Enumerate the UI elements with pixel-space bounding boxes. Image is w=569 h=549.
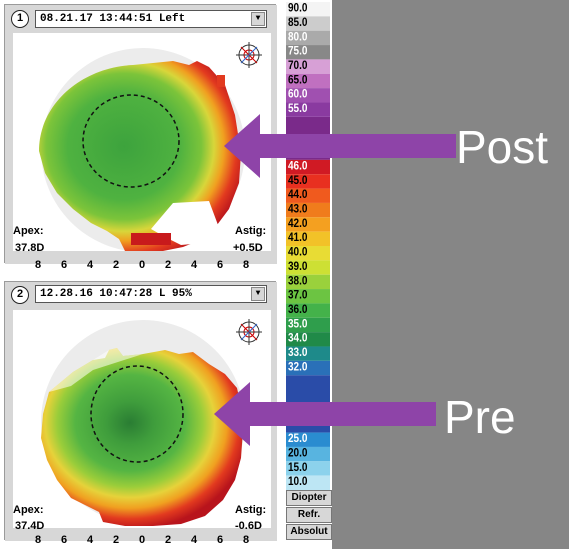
axis-tick: 8	[34, 259, 42, 271]
pupil-circle	[82, 94, 180, 188]
scale-value: 75.0	[286, 45, 330, 60]
axis-tick: 2	[112, 534, 120, 546]
post-arrow	[224, 114, 456, 178]
corneal-map-2	[41, 319, 262, 526]
scale-value: 35.0	[286, 317, 330, 333]
axis-tick: 6	[60, 259, 68, 271]
axis-tick: 0	[138, 259, 146, 271]
scale-value: 34.0	[286, 332, 330, 347]
axis-tick: 2	[112, 259, 120, 271]
topography-panel-1: 1 08.21.17 13:44:51 Left ▼	[4, 4, 277, 264]
scale-value: 33.0	[286, 346, 330, 361]
astig-value: -0.6D	[235, 520, 262, 532]
scale-value: 43.0	[286, 202, 330, 218]
axis-tick: 4	[190, 259, 198, 271]
data-gap	[49, 348, 143, 392]
scale-value: 37.0	[286, 289, 330, 304]
post-callout: Post	[456, 121, 549, 173]
pre-callout: Pre	[444, 391, 516, 443]
edge-segment	[217, 75, 225, 87]
scale-value: 15.0	[286, 461, 330, 476]
exam-selector[interactable]: 12.28.16 10:47:28 L 95% ▼	[35, 285, 267, 303]
panel-number-badge: 1	[11, 10, 29, 28]
scale-value: 65.0	[286, 73, 330, 89]
scale-value: 46.0	[286, 159, 330, 175]
apex-value: 37.8D	[15, 242, 45, 254]
scale-value: 38.0	[286, 274, 330, 290]
diopter-button[interactable]: Diopter	[286, 490, 332, 506]
presentation-background	[332, 0, 569, 549]
axis-tick: 4	[190, 534, 198, 546]
scale-value: 60.0	[286, 88, 330, 103]
chevron-down-icon[interactable]: ▼	[251, 12, 265, 26]
scale-value: 70.0	[286, 59, 330, 74]
axis-tick: 6	[216, 259, 224, 271]
exam-selector-value: 12.28.16 10:47:28 L 95%	[40, 288, 192, 300]
corneal-map-area[interactable]	[13, 33, 271, 252]
scale-value: 90.0	[286, 2, 330, 17]
scale-value: 41.0	[286, 231, 330, 246]
scale-value: 44.0	[286, 188, 330, 203]
edge-segment	[131, 233, 171, 245]
scale-value: 39.0	[286, 260, 330, 275]
scale-value: 42.0	[286, 217, 330, 232]
x-axis-ticks-1: 8 6 4 2 0 2 4 6 8	[10, 259, 266, 273]
color-scale: 90.0 85.0 80.0 75.0 70.0 65.0 60.0 55.0 46.0 45.0…	[286, 2, 330, 545]
corneal-map-1	[39, 42, 262, 252]
axis-tick: 8	[242, 534, 250, 546]
axis-tick: 4	[86, 534, 94, 546]
apex-label: Apex:	[13, 504, 44, 516]
apex-value: 37.4D	[15, 520, 45, 532]
curvature-map	[41, 348, 243, 526]
axis-tick: 0	[138, 534, 146, 546]
axis-tick: 8	[242, 259, 250, 271]
apex-label: Apex:	[13, 225, 44, 237]
exam-selector[interactable]: 08.21.17 13:44:51 Left ▼	[35, 10, 267, 28]
refractive-button[interactable]: Refr.	[286, 507, 332, 523]
panel-number-badge: 2	[11, 286, 29, 304]
x-axis-ticks-2: 8 6 4 2 0 2 4 6 8	[10, 534, 266, 548]
exam-selector-value: 08.21.17 13:44:51 Left	[40, 13, 186, 25]
scale-value: 10.0	[286, 475, 330, 490]
scale-value: 85.0	[286, 16, 330, 31]
scale-value: 55.0	[286, 102, 330, 117]
chevron-down-icon[interactable]: ▼	[251, 287, 265, 301]
pre-arrow	[214, 382, 436, 446]
axis-tick: 2	[164, 534, 172, 546]
scale-value: 36.0	[286, 303, 330, 318]
orientation-target-icon[interactable]	[236, 319, 262, 345]
axis-tick: 6	[216, 534, 224, 546]
scale-value: 80.0	[286, 30, 330, 46]
scale-value: 20.0	[286, 446, 330, 462]
scale-value: 32.0	[286, 360, 330, 376]
orientation-target-icon[interactable]	[236, 42, 262, 68]
absolute-button[interactable]: Absolut	[286, 524, 332, 540]
axis-tick: 2	[164, 259, 172, 271]
pupil-circle	[90, 365, 184, 463]
astig-label: Astig:	[235, 225, 267, 237]
scale-value: 45.0	[286, 174, 330, 189]
axis-tick: 8	[34, 534, 42, 546]
astig-value: +0.5D	[233, 242, 263, 254]
scale-value: 25.0	[286, 432, 330, 447]
scale-value: 40.0	[286, 246, 330, 261]
axis-tick: 4	[86, 259, 94, 271]
axis-tick: 6	[60, 534, 68, 546]
astig-label: Astig:	[235, 504, 267, 516]
